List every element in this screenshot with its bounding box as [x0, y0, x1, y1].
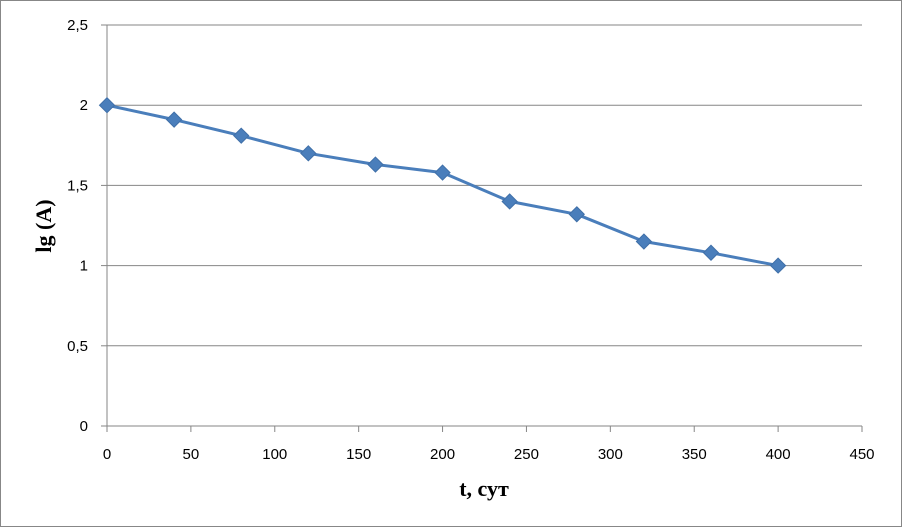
data-point-9	[702, 244, 720, 261]
gridlines	[107, 24, 862, 347]
x-tick-label-0: 0	[103, 446, 111, 463]
x-tick-label-4: 200	[430, 446, 455, 463]
data-point-1	[165, 111, 183, 128]
x-tick-label-7: 350	[682, 446, 707, 463]
x-tick-label-3: 150	[346, 446, 371, 463]
data-point-10	[769, 257, 787, 274]
y-tick-label-0: 0	[80, 418, 88, 435]
x-tick-label-1: 50	[183, 446, 200, 463]
y-axis-title: lg (A)	[31, 199, 56, 252]
y-axis-tick-labels: 0 0,5 1 1,5 2 2,5	[67, 17, 88, 435]
data-point-2	[233, 127, 250, 144]
y-tick-label-2: 1	[80, 258, 88, 275]
x-tick-label-6: 300	[598, 446, 623, 463]
y-tick-label-5: 2,5	[67, 17, 88, 34]
y-tick-label-1: 0,5	[67, 338, 88, 355]
axes	[101, 24, 863, 432]
x-tick-label-5: 250	[514, 446, 539, 463]
data-point-0	[98, 96, 116, 114]
x-tick-label-9: 450	[849, 446, 874, 463]
data-point-7	[568, 206, 585, 223]
data-point-8	[635, 233, 653, 250]
data-point-4	[367, 156, 384, 173]
x-tick-label-2: 100	[262, 446, 287, 463]
x-axis-title: t, сут	[459, 476, 509, 501]
data-point-5	[434, 164, 451, 181]
y-tick-label-3: 1,5	[67, 177, 88, 194]
data-point-6	[501, 193, 518, 210]
x-axis-tick-labels: 0 50 100 150 200 250 300 350 400 450	[103, 446, 875, 463]
data-point-3	[300, 145, 317, 162]
y-tick-label-4: 2	[80, 97, 88, 114]
x-tick-label-8: 400	[766, 446, 791, 463]
data-series	[98, 96, 787, 274]
